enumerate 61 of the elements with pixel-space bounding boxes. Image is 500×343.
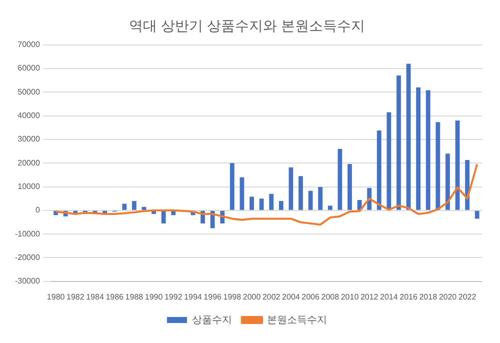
bar	[308, 190, 313, 210]
bar	[386, 112, 392, 210]
bar	[406, 64, 411, 210]
bar	[240, 177, 244, 210]
bar	[122, 204, 127, 210]
bar	[161, 210, 166, 224]
y-tick-label: 50000	[18, 87, 40, 96]
bar	[348, 164, 352, 210]
y-tick-label: -30000	[14, 276, 40, 286]
bar	[318, 186, 323, 210]
y-tick-label: 70000	[18, 40, 40, 50]
bar	[288, 167, 294, 210]
bar	[269, 194, 274, 210]
x-tick-label: 1980	[46, 292, 66, 302]
x-tick-label: 2022	[458, 292, 477, 302]
x-tick-label: 2012	[360, 292, 379, 302]
bar	[416, 87, 421, 210]
x-tick-label: 2014	[380, 292, 398, 302]
y-tick-label: 20000	[18, 158, 40, 168]
chart-title: 역대 상반기 상품수지와 본원소득수지	[129, 17, 365, 34]
bar	[474, 210, 480, 219]
bar	[436, 122, 440, 210]
bar	[328, 206, 332, 210]
bar	[230, 163, 234, 210]
x-tick-label: 2016	[400, 292, 418, 302]
x-tick-label: 1988	[125, 292, 144, 302]
y-tick-label: 30000	[18, 134, 40, 144]
x-tick-label: 1982	[66, 292, 85, 302]
x-tick-label: 2018	[419, 292, 438, 302]
bar	[132, 200, 136, 210]
x-tick-label: 2004	[282, 292, 300, 302]
bar	[446, 154, 450, 210]
bar	[298, 176, 303, 210]
legend-label: 상품수지	[192, 314, 232, 326]
x-tick-label: 1998	[223, 292, 242, 302]
legend-label: 본원소득수지	[267, 314, 327, 326]
bar	[259, 198, 264, 210]
x-tick-label: 2020	[438, 292, 458, 302]
x-tick-label: 1986	[106, 292, 124, 302]
bar	[376, 130, 382, 210]
y-tick-label: 10000	[18, 182, 40, 191]
x-tick-label: 1990	[144, 292, 164, 302]
x-tick-label: 1992	[164, 292, 183, 302]
x-tick-label: 2000	[242, 292, 262, 302]
x-tick-label: 2010	[340, 292, 360, 302]
bar	[338, 148, 342, 210]
y-tick-label: -20000	[14, 252, 40, 262]
y-tick-label: 60000	[18, 64, 40, 73]
x-tick-label: 1996	[204, 292, 222, 302]
x-tick-label: 2002	[262, 292, 281, 302]
y-tick-label: 40000	[18, 110, 40, 120]
y-tick-label: 0	[35, 206, 40, 215]
bar	[250, 196, 254, 210]
bar	[278, 200, 284, 210]
x-tick-label: 1994	[184, 292, 202, 302]
bar	[426, 90, 430, 210]
x-tick-label: 2008	[321, 292, 340, 302]
x-tick-label: 1984	[86, 292, 104, 302]
bar	[396, 76, 401, 210]
y-tick-label: -10000	[14, 229, 40, 238]
x-tick-label: 2006	[302, 292, 320, 302]
